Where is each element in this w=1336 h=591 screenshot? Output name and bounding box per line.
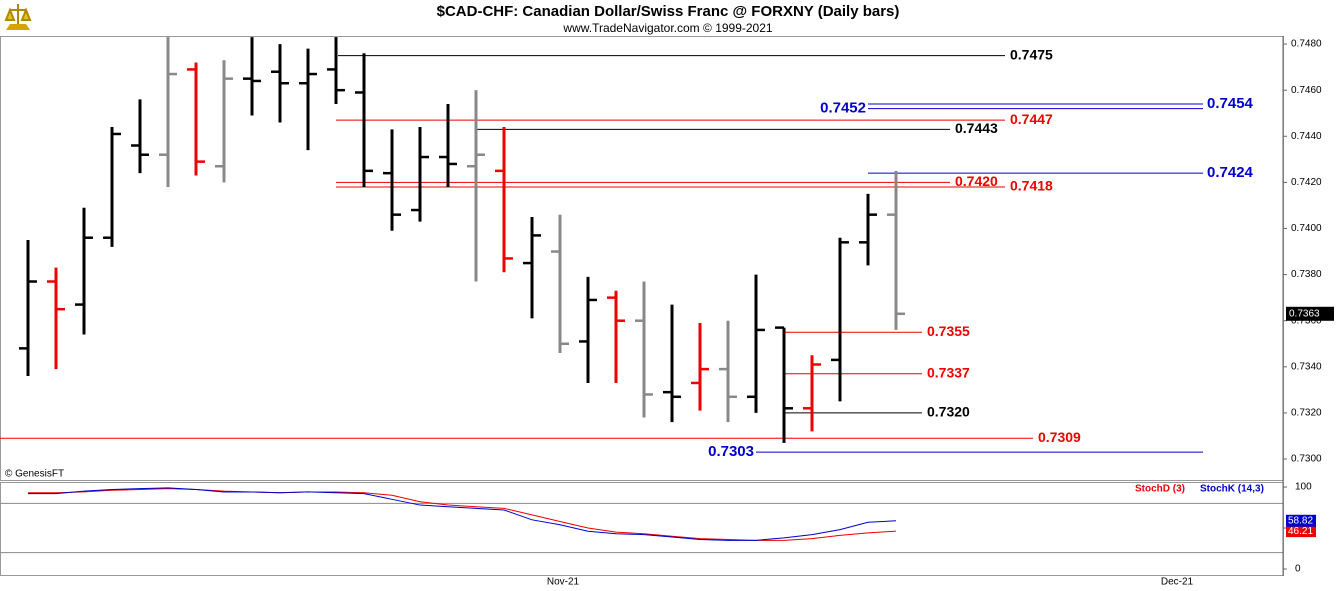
level-label: 0.7303 [708, 443, 754, 460]
level-label: 0.7309 [1038, 429, 1081, 445]
level-label: 0.7337 [927, 364, 970, 380]
y-tick-label: 0.7460 [1291, 85, 1322, 96]
level-label: 0.7475 [1010, 46, 1053, 62]
stoch-line [28, 487, 897, 541]
level-label: 0.7355 [927, 323, 970, 339]
y-tick-label: 0 [1295, 564, 1301, 575]
y-tick-label: 0.7340 [1291, 361, 1322, 372]
x-tick-label: Nov-21 [547, 577, 580, 588]
y-tick-label: 0.7360 [1291, 315, 1322, 326]
y-tick-label: 0.7480 [1291, 39, 1322, 50]
legend-entry: StochK (14,3) [1200, 484, 1264, 495]
value-box [1286, 514, 1316, 527]
y-tick-label: 0.7440 [1291, 131, 1322, 142]
x-tick-label: Dec-21 [1161, 577, 1194, 588]
last-price-box [1286, 306, 1334, 321]
level-label: 0.7447 [1010, 111, 1053, 127]
level-label: 0.7320 [927, 404, 970, 420]
level-label: 0.7443 [955, 120, 998, 136]
level-label: 0.7420 [955, 173, 998, 189]
level-label: 0.7454 [1207, 95, 1254, 112]
legend-entry: StochD (3) [1135, 484, 1185, 495]
value-label: 58.82 [1288, 515, 1313, 526]
chart-title: $CAD-CHF: Canadian Dollar/Swiss Franc @ … [437, 3, 900, 20]
chart-subtitle: www.TradeNavigator.com © 1999-2021 [562, 21, 772, 35]
level-label: 0.7424 [1207, 164, 1254, 181]
level-label: 0.7452 [820, 100, 866, 117]
last-price-label: 0.7363 [1289, 308, 1320, 319]
y-tick-label: 0.7300 [1291, 454, 1322, 465]
annotation: © GenesisFT [5, 469, 64, 480]
level-label: 0.7418 [1010, 178, 1053, 194]
y-tick-label: 100 [1295, 482, 1312, 493]
value-label: 46.21 [1288, 526, 1313, 537]
value-box [1286, 525, 1316, 538]
y-tick-label: 0.7400 [1291, 223, 1322, 234]
logo [4, 4, 32, 30]
y-tick-label: 0.7380 [1291, 269, 1322, 280]
y-tick-label: 0.7320 [1291, 408, 1322, 419]
y-tick-label: 0.7420 [1291, 177, 1322, 188]
